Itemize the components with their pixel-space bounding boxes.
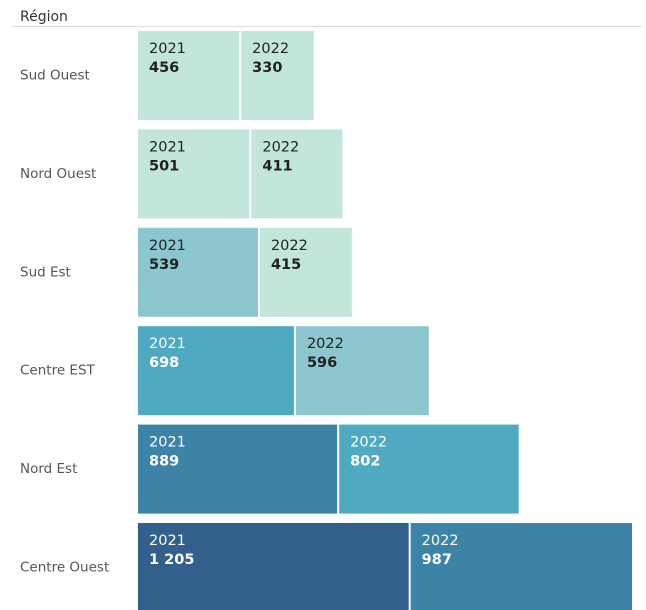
segment-value-label: 411 (262, 158, 292, 174)
bar-segment (339, 424, 519, 514)
bar-segment (138, 326, 294, 416)
segment-value-label: 596 (307, 355, 337, 371)
bar-segment (295, 326, 429, 416)
segment-value-label: 889 (149, 454, 179, 470)
category-label: Centre Ouest (20, 560, 109, 576)
segment-value-label: 698 (149, 355, 179, 371)
category-label: Sud Ouest (20, 68, 90, 84)
segment-value-label: 501 (149, 158, 179, 174)
category-label: Centre EST (20, 363, 96, 379)
segment-series-label: 2022 (350, 435, 387, 451)
segment-series-label: 2021 (149, 41, 186, 57)
category-label: Nord Est (20, 461, 77, 477)
segment-value-label: 987 (422, 552, 452, 568)
category-label: Nord Ouest (20, 166, 96, 182)
segment-value-label: 415 (271, 257, 301, 273)
bar-segment (138, 227, 258, 317)
segment-value-label: 1 205 (149, 552, 194, 568)
segment-series-label: 2021 (149, 238, 186, 254)
segment-series-label: 2021 (149, 435, 186, 451)
segment-series-label: 2021 (149, 336, 186, 352)
category-label: Sud Est (20, 264, 71, 280)
segment-value-label: 539 (149, 257, 179, 273)
bar-segment (138, 31, 240, 120)
segment-series-label: 2021 (149, 533, 186, 549)
bar-segment (410, 523, 632, 610)
bar-segment (259, 227, 352, 317)
segment-series-label: 2022 (252, 41, 289, 57)
segment-value-label: 802 (350, 454, 380, 470)
segment-series-label: 2022 (307, 336, 344, 352)
segment-value-label: 330 (252, 60, 282, 76)
bar-segment (138, 424, 338, 514)
header: Région (20, 9, 68, 25)
segment-series-label: 2022 (422, 533, 459, 549)
bar-segment (241, 31, 314, 120)
segment-series-label: 2022 (271, 238, 308, 254)
segment-value-label: 456 (149, 60, 179, 76)
bar-segment (138, 129, 250, 219)
segment-series-label: 2022 (262, 139, 299, 155)
bar-segment (138, 523, 409, 610)
bar-segment (251, 129, 343, 219)
segment-series-label: 2021 (149, 139, 186, 155)
